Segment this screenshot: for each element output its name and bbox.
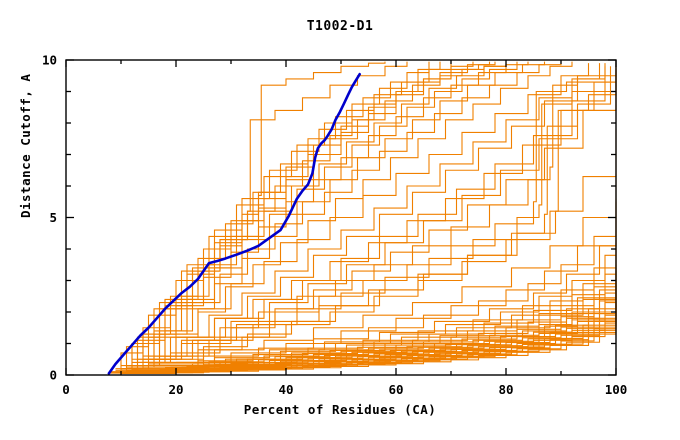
x-tick-label: 0 (62, 382, 70, 397)
ensemble-curve (165, 69, 617, 357)
ensemble-curve (143, 63, 601, 360)
ensemble-curve (148, 201, 617, 365)
x-tick-label: 20 (168, 382, 183, 397)
ensemble-curve (132, 61, 562, 360)
ensemble-curves (110, 61, 617, 374)
ensemble-curve (110, 63, 507, 373)
ensemble-curve (159, 82, 617, 360)
ensemble-curve (115, 61, 430, 370)
highlighted-series (107, 72, 361, 375)
highlight-curve (107, 72, 361, 375)
y-tick-label: 10 (42, 53, 57, 68)
ensemble-curve (154, 66, 617, 360)
x-tick-label: 100 (605, 382, 628, 397)
x-tick-label: 60 (388, 382, 403, 397)
ensemble-curve (115, 61, 452, 373)
x-tick-label: 40 (278, 382, 293, 397)
ensemble-curve (176, 198, 617, 363)
ensemble-curve (132, 61, 518, 367)
ensemble-curve (121, 61, 441, 370)
ensemble-curve (165, 173, 617, 363)
y-tick-label: 0 (49, 368, 57, 383)
ensemble-curve (143, 66, 617, 357)
ensemble-curve (154, 129, 617, 363)
ensemble-curve (126, 61, 507, 368)
axis-tick-labels: 0 20 40 60 80 100 0 5 10 (42, 53, 627, 398)
ensemble-curve (137, 63, 590, 360)
ensemble-curve (115, 61, 386, 371)
chart-title: T1002-D1 (306, 19, 374, 34)
x-axis-label: Percent of Residues (CA) (243, 402, 437, 417)
ensemble-curve (110, 316, 617, 374)
x-tick-label: 80 (498, 382, 513, 397)
y-tick-label: 5 (49, 210, 57, 225)
axis-frame (65, 59, 617, 376)
ensemble-curve (159, 69, 617, 357)
ensemble-curve (143, 61, 573, 363)
ensemble-curve (121, 61, 491, 367)
